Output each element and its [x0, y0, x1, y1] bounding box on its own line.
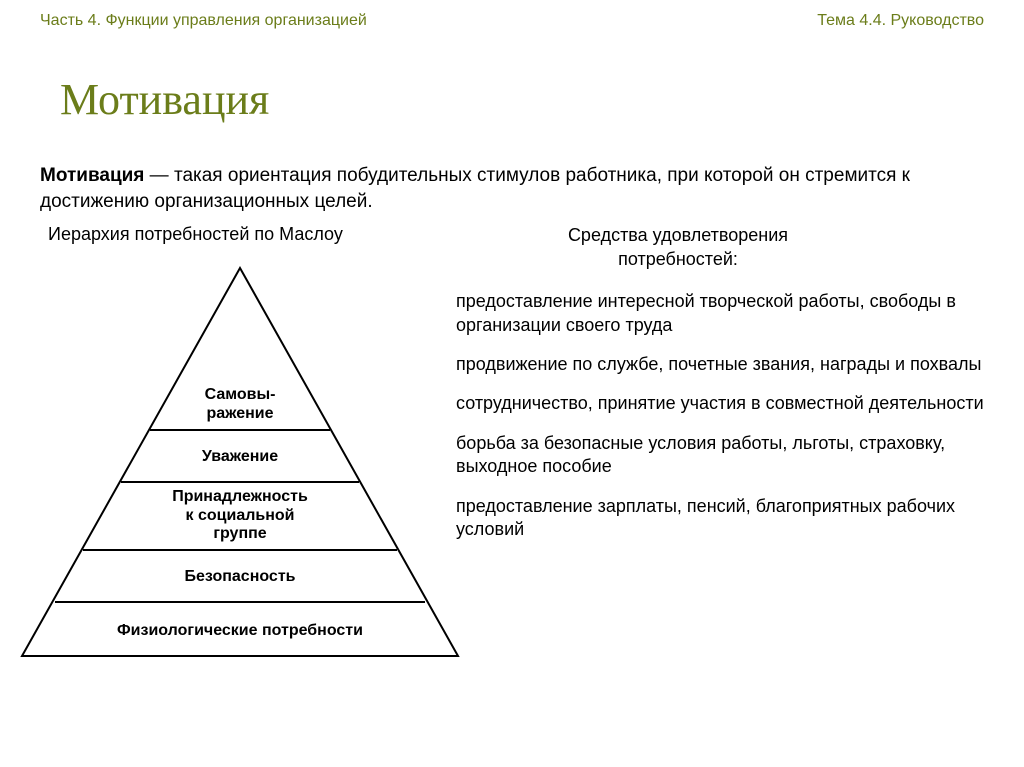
- pyramid-caption: Иерархия потребностей по Маслоу: [48, 224, 343, 245]
- pyramid-level-4: Безопасность: [20, 568, 460, 586]
- header-right: Тема 4.4. Руководство: [817, 12, 984, 30]
- means-item-3: сотрудничество, принятие участия в совме…: [456, 392, 996, 415]
- slide-header: Часть 4. Функции управления организацией…: [0, 0, 1024, 30]
- pyramid-level-5: Физиологические потребности: [20, 622, 460, 640]
- definition-block: Мотивация — такая ориентация побудительн…: [0, 145, 1024, 214]
- means-item-2: продвижение по службе, почетные звания, …: [456, 353, 996, 376]
- header-left: Часть 4. Функции управления организацией: [40, 12, 367, 30]
- definition-dash: —: [144, 165, 174, 186]
- means-item-1: предоставление интересной творческой раб…: [456, 290, 996, 337]
- means-item-4: борьба за безопасные условия работы, льг…: [456, 432, 996, 479]
- pyramid-level-2: Уважение: [20, 448, 460, 466]
- definition-term: Мотивация: [40, 165, 144, 186]
- page-title: Мотивация: [0, 30, 1024, 145]
- maslow-pyramid: Самовы-ражение Уважение Принадлежностьк со…: [20, 266, 460, 658]
- means-caption: Средства удовлетворения потребностей:: [518, 224, 838, 271]
- content-area: Иерархия потребностей по Маслоу Средства…: [0, 214, 1024, 228]
- means-item-5: предоставление зарплаты, пенсий, благопр…: [456, 495, 996, 542]
- pyramid-level-3: Принадлежностьк социальнойгруппе: [20, 488, 460, 543]
- pyramid-level-1: Самовы-ражение: [20, 386, 460, 423]
- means-list: предоставление интересной творческой раб…: [456, 290, 996, 557]
